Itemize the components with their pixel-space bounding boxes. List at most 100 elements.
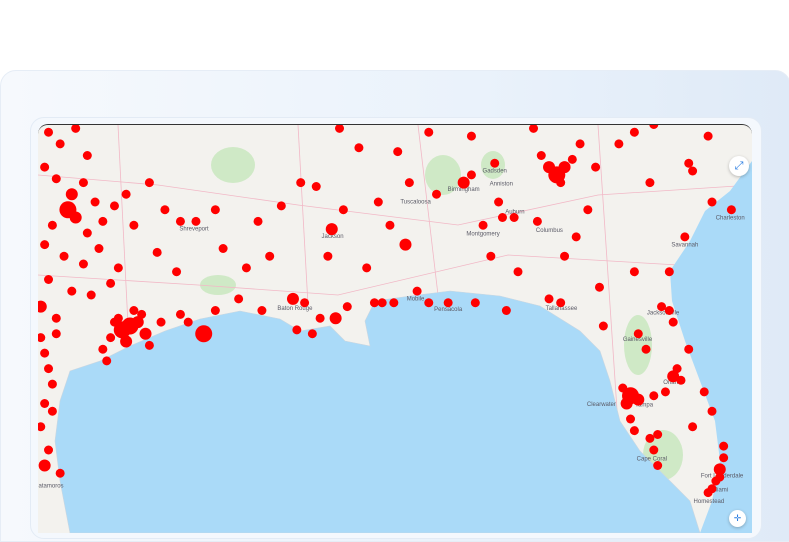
map-marker[interactable] bbox=[649, 391, 659, 401]
map-marker[interactable] bbox=[399, 238, 412, 251]
map-marker[interactable] bbox=[688, 422, 698, 432]
map-marker[interactable] bbox=[329, 312, 342, 325]
map-marker[interactable] bbox=[47, 379, 57, 389]
map-marker[interactable] bbox=[393, 147, 403, 157]
map-marker[interactable] bbox=[67, 286, 77, 296]
map-marker[interactable] bbox=[598, 321, 608, 331]
map-marker[interactable] bbox=[591, 162, 601, 172]
map-marker[interactable] bbox=[620, 397, 633, 410]
map-marker[interactable] bbox=[65, 188, 78, 201]
map-marker[interactable] bbox=[234, 294, 244, 304]
map-marker[interactable] bbox=[645, 433, 655, 443]
map-marker[interactable] bbox=[183, 317, 193, 327]
map-marker[interactable] bbox=[109, 201, 119, 211]
map-marker[interactable] bbox=[719, 441, 729, 451]
map-marker[interactable] bbox=[40, 348, 50, 358]
map-marker[interactable] bbox=[38, 300, 47, 313]
map-marker[interactable] bbox=[571, 232, 581, 242]
map-marker[interactable] bbox=[649, 125, 659, 129]
map-marker[interactable] bbox=[660, 387, 670, 397]
map-marker[interactable] bbox=[556, 178, 566, 188]
map-marker[interactable] bbox=[501, 306, 511, 315]
map-marker[interactable] bbox=[152, 247, 162, 257]
map-marker[interactable] bbox=[253, 216, 263, 226]
map-marker[interactable] bbox=[342, 302, 352, 312]
map-marker[interactable] bbox=[292, 325, 302, 335]
map-marker[interactable] bbox=[47, 220, 57, 230]
map-marker[interactable] bbox=[432, 189, 442, 199]
map-marker[interactable] bbox=[296, 178, 306, 188]
map-marker[interactable] bbox=[106, 278, 116, 288]
map-marker[interactable] bbox=[575, 139, 585, 149]
map-marker[interactable] bbox=[707, 197, 717, 207]
map-marker[interactable] bbox=[560, 251, 570, 261]
map-marker[interactable] bbox=[632, 393, 645, 406]
locate-button[interactable]: ✛ bbox=[729, 510, 746, 527]
map-marker[interactable] bbox=[195, 325, 213, 343]
map-marker[interactable] bbox=[707, 406, 717, 416]
map-marker[interactable] bbox=[618, 383, 628, 393]
map-marker[interactable] bbox=[389, 298, 399, 308]
map-marker[interactable] bbox=[494, 197, 504, 207]
map-marker[interactable] bbox=[657, 302, 667, 312]
map-marker[interactable] bbox=[558, 161, 571, 174]
map-marker[interactable] bbox=[191, 216, 201, 226]
map-marker[interactable] bbox=[668, 317, 678, 327]
map-marker[interactable] bbox=[210, 306, 220, 315]
map-marker[interactable] bbox=[529, 125, 539, 133]
map-marker[interactable] bbox=[532, 216, 542, 226]
map-marker[interactable] bbox=[307, 329, 317, 339]
map-marker[interactable] bbox=[645, 178, 655, 188]
map-marker[interactable] bbox=[672, 364, 682, 374]
map-marker[interactable] bbox=[715, 472, 725, 482]
map-marker[interactable] bbox=[131, 316, 144, 329]
map-marker[interactable] bbox=[210, 205, 220, 215]
map-marker[interactable] bbox=[497, 213, 507, 222]
map-marker[interactable] bbox=[47, 406, 57, 416]
map-marker[interactable] bbox=[653, 461, 663, 470]
map-marker[interactable] bbox=[404, 178, 414, 188]
map-marker[interactable] bbox=[325, 223, 338, 236]
map-marker[interactable] bbox=[664, 267, 674, 277]
map-marker[interactable] bbox=[703, 488, 713, 498]
map-marker[interactable] bbox=[98, 216, 108, 226]
map-marker[interactable] bbox=[684, 344, 694, 354]
map-marker[interactable] bbox=[55, 468, 65, 478]
map-marker[interactable] bbox=[543, 161, 556, 174]
map-marker[interactable] bbox=[44, 445, 54, 455]
map-marker[interactable] bbox=[113, 263, 123, 273]
map-marker[interactable] bbox=[78, 259, 88, 269]
map-marker[interactable] bbox=[40, 399, 50, 408]
map-marker[interactable] bbox=[509, 213, 519, 222]
map-marker[interactable] bbox=[44, 275, 54, 284]
map-marker[interactable] bbox=[726, 205, 736, 215]
map-marker[interactable] bbox=[536, 151, 546, 160]
map-marker[interactable] bbox=[51, 313, 61, 323]
map-marker[interactable] bbox=[443, 298, 453, 308]
map-marker[interactable] bbox=[139, 327, 152, 340]
map-marker[interactable] bbox=[300, 298, 310, 308]
map-marker[interactable] bbox=[544, 294, 554, 304]
map-marker[interactable] bbox=[676, 375, 686, 385]
map-marker[interactable] bbox=[567, 154, 577, 164]
map-marker[interactable] bbox=[667, 370, 680, 383]
map-canvas[interactable]: Shreveport Jackson Baton Rouge Tuscaloosa Bi… bbox=[38, 125, 752, 533]
map-marker[interactable] bbox=[106, 333, 116, 343]
map-marker[interactable] bbox=[377, 298, 387, 308]
map-marker[interactable] bbox=[713, 463, 726, 476]
map-marker[interactable] bbox=[629, 127, 639, 137]
map-marker[interactable] bbox=[369, 298, 379, 308]
map-marker[interactable] bbox=[649, 445, 659, 455]
map-marker[interactable] bbox=[156, 317, 166, 327]
map-marker[interactable] bbox=[478, 220, 488, 230]
map-marker[interactable] bbox=[44, 127, 54, 137]
map-marker[interactable] bbox=[276, 201, 286, 211]
map-marker[interactable] bbox=[38, 459, 51, 472]
map-marker[interactable] bbox=[144, 340, 154, 350]
fullscreen-button[interactable]: ⤢ bbox=[729, 156, 749, 176]
map-marker[interactable] bbox=[120, 335, 133, 348]
map-view[interactable]: Shreveport Jackson Baton Rouge Tuscaloosa Bi… bbox=[38, 124, 752, 533]
map-marker[interactable] bbox=[633, 329, 643, 339]
map-marker[interactable] bbox=[51, 329, 61, 339]
map-marker[interactable] bbox=[466, 131, 476, 141]
